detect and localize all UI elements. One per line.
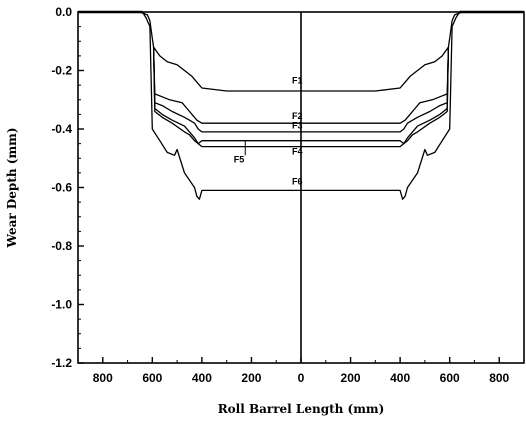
x-tick-label: 200 [341, 371, 361, 385]
series-line-f2 [152, 47, 450, 124]
x-tick-label: 200 [241, 371, 261, 385]
x-tick-label: 400 [390, 371, 410, 385]
series-label-f1: F1 [292, 76, 303, 86]
y-tick-label: -1.0 [51, 298, 72, 312]
series-label-f2: F2 [292, 111, 303, 121]
series-line-f1 [78, 11, 524, 92]
y-axis-title: Wear Depth (mm) [5, 127, 19, 248]
plot-area [77, 11, 525, 364]
ticks-layer: 0.0 -0.2 -0.4 -0.6 -0.8 -1.0 -1.2 800 600 400 200 0… [51, 5, 525, 385]
series-label-f3: F3 [292, 120, 303, 130]
series-label-f6: F6 [292, 177, 303, 187]
y-tick-label: -0.4 [51, 122, 72, 136]
y-tick-label: -0.6 [51, 181, 72, 195]
x-tick-label: 0 [298, 371, 305, 385]
x-tick-label: 600 [142, 371, 162, 385]
series-label-f5: F5 [234, 155, 245, 165]
series-label-f4: F4 [292, 147, 303, 157]
y-tick-label: -0.8 [51, 239, 72, 253]
series-line-f4 [152, 47, 450, 148]
x-tick-label: 400 [192, 371, 212, 385]
x-tick-label: 800 [93, 371, 113, 385]
series-line-f6 [141, 11, 461, 200]
x-tick-label: 600 [440, 371, 460, 385]
x-axis-title: Roll Barrel Length (mm) [218, 402, 385, 416]
y-tick-label: 0.0 [55, 5, 72, 19]
y-tick-label: -1.2 [51, 356, 72, 370]
y-tick-label: -0.2 [51, 64, 72, 78]
x-tick-label: 800 [489, 371, 509, 385]
series-line-f3 [152, 47, 450, 133]
series-line-f5 [152, 47, 450, 145]
